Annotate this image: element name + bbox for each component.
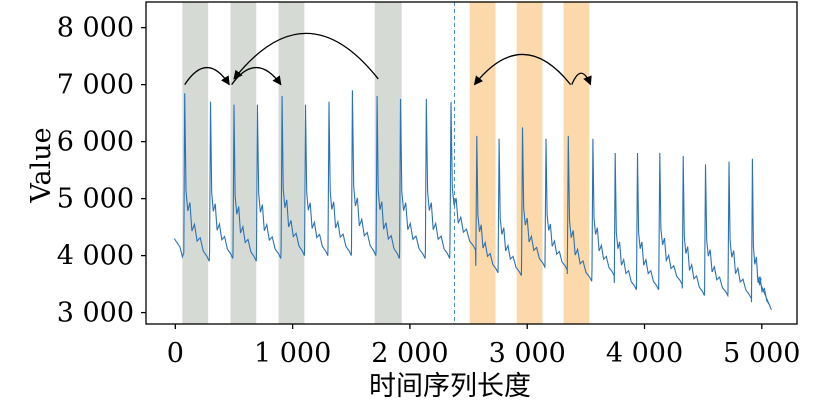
shaded-region-5: [516, 2, 543, 324]
y-tick-label-5: 8 000: [57, 13, 134, 44]
y-tick-label-1: 4 000: [57, 241, 134, 272]
x-tick-label-4: 4 000: [606, 338, 683, 369]
x-axis-title: 时间序列长度: [369, 371, 531, 402]
shaded-region-0: [182, 2, 209, 324]
y-tick-label-4: 7 000: [57, 70, 134, 101]
data-line: [173, 90, 772, 311]
arc-arrow-4: [571, 72, 592, 86]
shaded-region-3: [374, 2, 402, 324]
shaded-region-6: [563, 2, 590, 324]
shaded-region-4: [469, 2, 496, 324]
y-tick-label-3: 6 000: [57, 127, 134, 158]
x-tick-label-0: 0: [167, 338, 184, 369]
shaded-regions: [182, 2, 590, 324]
x-tick-label-3: 3 000: [489, 338, 566, 369]
x-tick-label-1: 1 000: [254, 338, 331, 369]
y-tick-label-0: 3 000: [57, 298, 134, 329]
x-tick-label-5: 5 000: [723, 338, 800, 369]
y-axis-title: Value: [26, 127, 57, 203]
arc-arrow-2: [233, 32, 379, 80]
x-tick-label-2: 2 000: [371, 338, 448, 369]
series-group: [173, 2, 772, 324]
arc-arrow-0: [184, 67, 230, 86]
arc-arrow-3: [473, 53, 572, 86]
arc-annotations: [184, 32, 592, 86]
axes: 0 1 000 2 000 3 000 4 000 5 000 3 000 4 000 5 00…: [57, 1, 800, 369]
y-tick-label-2: 5 000: [57, 184, 134, 215]
plot-frame: [145, 1, 798, 325]
